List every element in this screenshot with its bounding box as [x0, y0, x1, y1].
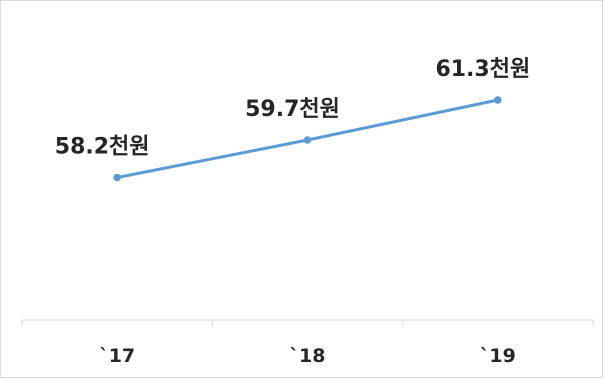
x-tick-label: `18 — [290, 345, 326, 367]
data-points — [113, 96, 502, 182]
data-labels: 58.2천원 59.7천원 61.3천원 — [55, 57, 530, 160]
data-point — [494, 96, 502, 104]
x-tick-label: `17 — [99, 345, 135, 367]
data-label: 59.7천원 — [245, 97, 340, 122]
x-tick-labels: `17 `18 `19 — [99, 345, 516, 367]
data-label: 58.2천원 — [55, 135, 150, 160]
data-label: 61.3천원 — [435, 57, 530, 82]
x-tick-label: `19 — [480, 345, 516, 367]
x-axis-ticks — [21, 320, 594, 326]
data-point — [113, 173, 121, 182]
data-point — [303, 136, 312, 144]
